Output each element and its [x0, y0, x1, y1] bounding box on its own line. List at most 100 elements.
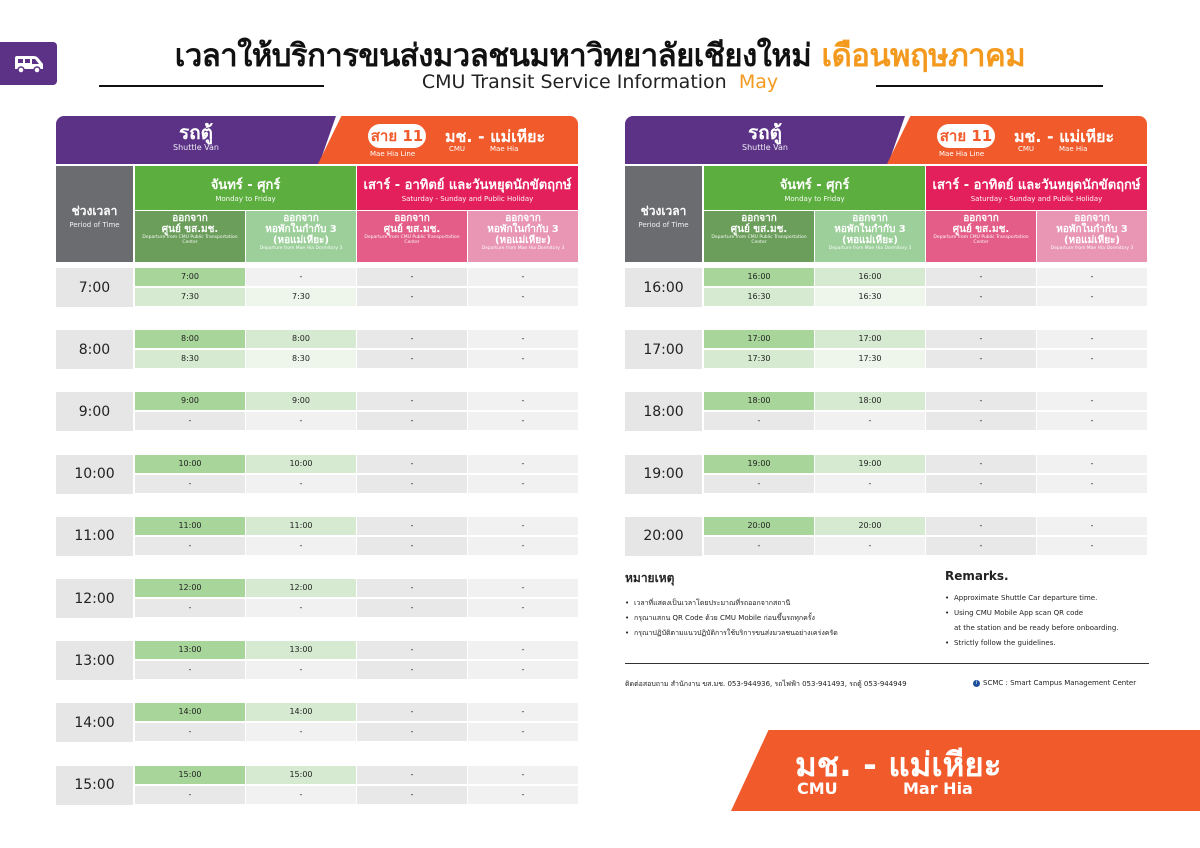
time-cell: -	[246, 268, 356, 286]
hour-block: 18:00 18:00 18:00- - - - - -	[625, 392, 1147, 432]
time-cell: -	[357, 392, 467, 411]
remarks-divider	[625, 663, 1149, 664]
title-th: เวลาให้บริการขนส่งมวลชนมหาวิทยาลัยเชียงใ…	[174, 38, 812, 74]
dep-th: ออกจาก	[283, 213, 319, 224]
time-cell: -	[468, 599, 578, 617]
dep-place-th: หอพักในกำกับ 3	[265, 224, 337, 235]
van-badge	[0, 42, 57, 85]
weekday-th: จันทร์ - ศุกร์	[779, 178, 850, 193]
time-cell: -	[1037, 516, 1147, 535]
scmc-credit: i SCMC : Smart Campus Management Center	[973, 679, 1136, 687]
weekday-header: จันทร์ - ศุกร์ Monday to Friday	[704, 166, 925, 210]
time-cell: -	[926, 412, 1036, 431]
route-th: มช. - แม่เหียะ	[1014, 127, 1115, 146]
time-cell: -	[357, 723, 467, 742]
time-cell: 15:00	[135, 765, 245, 784]
time-cell: 15:00	[246, 765, 356, 784]
time-cell: -	[246, 412, 356, 431]
time-cell: -	[357, 785, 467, 804]
sub-header-weekend-dorm: ออกจาก หอพักในกำกับ 3 (หอแม่เหียะ) Depar…	[1037, 211, 1147, 262]
dep-place-th: ศูนย์ ขส.มช.	[730, 224, 788, 235]
time-cell: -	[815, 474, 925, 493]
time-cell: 13:00	[246, 641, 356, 660]
service-th: รถตู้	[747, 122, 783, 144]
dep-place-sub-th: (หอแม่เหียะ)	[272, 235, 329, 246]
time-cell: 20:00	[704, 516, 814, 535]
dep-en: Departure from CMU Public Transportation…	[933, 235, 1029, 245]
time-cell: 12:00	[135, 579, 245, 597]
period-th: ช่วงเวลา	[71, 204, 118, 218]
time-cell: 18:00	[704, 392, 814, 411]
time-cell: -	[926, 268, 1036, 286]
sub-header-weekend-center: ออกจาก ศูนย์ ขส.มช. Departure from CMU P…	[926, 211, 1036, 262]
time-cell: -	[135, 412, 245, 431]
line-en: Mae Hia Line	[939, 150, 985, 158]
time-cell: -	[357, 412, 467, 431]
time-cell: 17:30	[815, 350, 925, 369]
time-cell: -	[246, 474, 356, 493]
weekend-th: เสาร์ - อาทิตย์ และวันหยุดนักขัตฤกษ์	[363, 178, 572, 193]
time-cell: 12:00	[246, 579, 356, 597]
time-cell: -	[246, 785, 356, 804]
remark-th-item: กรุณาปฏิบัติตามแนวปฏิบัติการใช้บริการขนส…	[625, 626, 925, 641]
info-icon: i	[973, 679, 980, 687]
time-cell: 13:00	[135, 641, 245, 660]
time-cell: -	[1037, 392, 1147, 411]
time-cell: -	[926, 330, 1036, 349]
time-cell: 14:00	[135, 703, 245, 722]
time-cell: -	[468, 579, 578, 597]
dep-th: ออกจาก	[505, 213, 541, 224]
time-cell: -	[1037, 474, 1147, 493]
time-cell: -	[468, 288, 578, 306]
route-tag: สาย 11 Mae Hia Line มช. - แม่เหียะ CMU M…	[318, 116, 578, 164]
service-tag: รถตู้ Shuttle Van	[56, 116, 336, 164]
time-cell: -	[468, 474, 578, 493]
time-cell: -	[246, 536, 356, 555]
remark-en-item-continued: at the station and be ready before onboa…	[954, 624, 1119, 632]
time-cell: 7:00	[135, 268, 245, 286]
hour-block: 8:00 8:00 8:00- -8:30 8:30- -	[56, 330, 578, 370]
time-cell: 16:00	[815, 268, 925, 286]
time-cell: -	[468, 723, 578, 742]
time-cell: 16:30	[704, 288, 814, 306]
time-cell: -	[1037, 412, 1147, 431]
dep-th: ออกจาก	[963, 213, 999, 224]
hour-block: 19:00 19:00 19:00- - - - - -	[625, 454, 1147, 494]
time-cell: -	[468, 641, 578, 660]
time-cell: -	[468, 350, 578, 369]
service-tag: รถตู้ Shuttle Van	[625, 116, 905, 164]
dep-place-th: ศูนย์ ขส.มช.	[383, 224, 441, 235]
dep-th: ออกจาก	[394, 213, 430, 224]
time-cell: -	[357, 268, 467, 286]
van-icon	[14, 55, 43, 74]
time-cell: 10:00	[246, 454, 356, 473]
dep-en: Departure from CMU Public Transportation…	[364, 235, 460, 245]
table-header: รถตู้ Shuttle Van สาย 11 Mae Hia Line มช…	[625, 116, 1147, 262]
schedule-table-evening: รถตู้ Shuttle Van สาย 11 Mae Hia Line มช…	[625, 116, 1147, 556]
route-to-en: Mae Hia	[490, 145, 519, 153]
time-cell: -	[135, 474, 245, 493]
time-cell: -	[468, 516, 578, 535]
time-cell: -	[357, 579, 467, 597]
time-cell: -	[246, 661, 356, 680]
time-cell: -	[357, 703, 467, 722]
time-cell: -	[246, 599, 356, 617]
hour-label: 8:00	[56, 330, 133, 370]
title-rule-right	[876, 85, 1103, 87]
time-cell: -	[468, 536, 578, 555]
subtitle-text: CMU Transit Service Information	[421, 71, 727, 93]
remarks-th: หมายเหตุ เวลาที่แสดงเป็นเวลาโดยประมาณที่…	[625, 569, 925, 641]
time-cell: -	[357, 454, 467, 473]
sub-header-weekday-center: ออกจาก ศูนย์ ขส.มช. Departure from CMU P…	[704, 211, 814, 262]
banner-route-th: มช. - แม่เหียะ	[795, 745, 1002, 784]
time-cell: -	[468, 330, 578, 349]
line-pill: สาย 11	[937, 124, 995, 148]
time-cell: -	[357, 350, 467, 369]
hour-block: 20:00 20:00 20:00- - - - - -	[625, 516, 1147, 556]
dep-place-sub-th: (หอแม่เหียะ)	[1063, 235, 1120, 246]
dep-en: Departure from Mae Hia Dormitory 3	[1050, 246, 1134, 251]
period-header: ช่วงเวลา Period of Time	[56, 166, 133, 262]
time-cell: -	[468, 661, 578, 680]
time-cell: -	[357, 288, 467, 306]
time-cell: -	[704, 474, 814, 493]
